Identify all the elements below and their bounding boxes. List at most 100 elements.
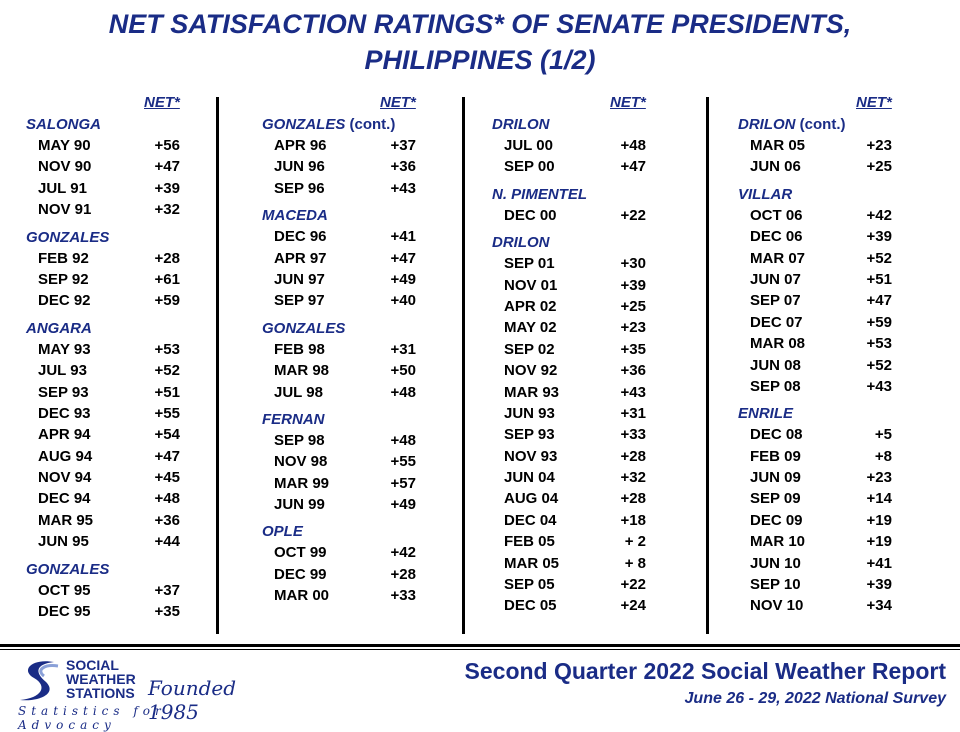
table-row: DEC 94 +48 <box>26 488 226 509</box>
table-row: FEB 05 + 2 <box>492 531 692 552</box>
senate-president-name: VILLAR <box>738 184 938 205</box>
survey-date: SEP 07 <box>750 292 801 310</box>
survey-date: NOV 94 <box>38 469 92 487</box>
net-rating: +25 <box>866 158 892 176</box>
table-column: NET* DRILON JUL 00 +48 SEP 00 +47 N. PIMENTEL D… <box>492 92 692 623</box>
footer-divider-thin <box>0 649 960 650</box>
survey-date: DEC 99 <box>274 565 327 583</box>
net-rating: +36 <box>620 362 646 380</box>
survey-date: NOV 01 <box>504 276 558 294</box>
net-rating: +30 <box>620 255 646 273</box>
net-rating: +59 <box>866 313 892 331</box>
table-row: JUL 93 +52 <box>26 360 226 381</box>
survey-date: NOV 92 <box>504 362 558 380</box>
table-row: FEB 98 +31 <box>262 339 462 360</box>
table-row: MAR 93 +43 <box>492 382 692 403</box>
table-row: MAY 02 +23 <box>492 317 692 338</box>
column-divider <box>462 97 465 634</box>
continued-label: (cont.) <box>795 116 846 133</box>
net-rating: +35 <box>620 340 646 358</box>
table-row: MAY 93 +53 <box>26 339 226 360</box>
table-row: JUN 99 +49 <box>262 494 462 515</box>
senate-president-name: DRILON <box>492 232 692 253</box>
net-rating: +55 <box>154 404 180 422</box>
survey-date: JUL 00 <box>504 137 553 154</box>
survey-date: NOV 91 <box>38 201 92 219</box>
survey-date: MAR 93 <box>504 383 560 401</box>
senate-president-name: ANGARA <box>26 318 226 339</box>
table-row: JUN 10 +41 <box>738 553 938 574</box>
table-column: NET* DRILON (cont.) MAR 05 +23 JUN 06 +25 VILL… <box>738 92 938 623</box>
survey-date: MAR 05 <box>504 554 560 572</box>
table-row: MAY 90 +56 <box>26 135 226 156</box>
survey-date: SEP 01 <box>504 255 555 273</box>
footer-divider <box>0 644 960 647</box>
net-rating: +8 <box>874 447 892 465</box>
table-row: DEC 06 +39 <box>738 226 938 247</box>
table-row: NOV 01 +39 <box>492 275 692 296</box>
logo-word-weather: WEATHER <box>66 671 136 687</box>
net-rating: +28 <box>390 565 416 583</box>
survey-date: JUN 04 <box>504 469 555 487</box>
senate-president-group: FERNAN SEP 98 +48 NOV 98 +55 MAR 99 +57 JUN 99 +… <box>262 409 462 516</box>
table-row: SEP 09 +14 <box>738 488 938 509</box>
net-rating: +53 <box>154 340 180 358</box>
table-row: APR 02 +25 <box>492 296 692 317</box>
survey-date: AUG 04 <box>504 490 559 508</box>
senate-president-group: ENRILE DEC 08 +5 FEB 09 +8 JUN 09 +23 SEP 09 +14… <box>738 403 938 617</box>
net-rating: +47 <box>154 447 180 465</box>
survey-date: SEP 97 <box>274 292 325 310</box>
net-rating: +23 <box>866 137 892 154</box>
page-title: NET SATISFACTION RATINGS* OF SENATE PRES… <box>0 6 960 78</box>
survey-date: FEB 92 <box>38 249 89 267</box>
net-rating: +47 <box>390 249 416 267</box>
senate-president-group: GONZALES OCT 95 +37 DEC 95 +35 <box>26 559 226 623</box>
survey-date: APR 97 <box>274 249 327 267</box>
net-rating: +32 <box>620 469 646 487</box>
table-row: JUL 98 +48 <box>262 382 462 403</box>
survey-date: JUN 06 <box>750 158 801 176</box>
net-rating: +14 <box>866 490 892 508</box>
senate-president-name: GONZALES <box>26 559 226 580</box>
net-rating: +36 <box>390 158 416 176</box>
net-rating: +54 <box>154 426 180 444</box>
table-row: NOV 94 +45 <box>26 467 226 488</box>
senate-president-group: GONZALES (cont.) APR 96 +37 JUN 96 +36 SEP 96… <box>262 114 462 199</box>
table-row: MAR 05 + 8 <box>492 553 692 574</box>
net-rating: +34 <box>866 597 892 615</box>
table-row: DEC 09 +19 <box>738 510 938 531</box>
table-row: MAR 05 +23 <box>738 135 938 156</box>
net-rating: +61 <box>154 270 180 288</box>
net-column-header: NET* <box>144 94 180 111</box>
survey-date: DEC 08 <box>750 426 803 444</box>
table-row: SEP 08 +43 <box>738 376 938 397</box>
net-rating: +52 <box>154 362 180 380</box>
survey-date: APR 94 <box>38 426 91 444</box>
president-name-text: SALONGA <box>26 116 101 133</box>
senate-president-group: DRILON JUL 00 +48 SEP 00 +47 <box>492 114 692 178</box>
table-row: FEB 09 +8 <box>738 446 938 467</box>
table-row: MAR 99 +57 <box>262 473 462 494</box>
net-rating: +48 <box>620 137 646 154</box>
table-row: NOV 98 +55 <box>262 451 462 472</box>
table-row: FEB 92 +28 <box>26 248 226 269</box>
table-row: NOV 10 +34 <box>738 595 938 616</box>
senate-president-name: FERNAN <box>262 409 462 430</box>
survey-date: SEP 09 <box>750 490 801 508</box>
net-rating: +35 <box>154 603 180 621</box>
table-row: DEC 00 +22 <box>492 205 692 226</box>
table-row: NOV 92 +36 <box>492 360 692 381</box>
survey-date: SEP 00 <box>504 158 555 176</box>
column-divider <box>706 97 709 634</box>
survey-date: DEC 94 <box>38 490 91 508</box>
table-row: APR 96 +37 <box>262 135 462 156</box>
net-rating: +23 <box>620 319 646 337</box>
table-row: DEC 93 +55 <box>26 403 226 424</box>
survey-date: DEC 00 <box>504 206 557 224</box>
net-rating: +39 <box>154 179 180 197</box>
survey-date: MAR 99 <box>274 474 330 492</box>
net-rating: +47 <box>154 158 180 176</box>
net-rating: +32 <box>154 201 180 219</box>
net-rating: +50 <box>390 362 416 380</box>
president-name-text: ENRILE <box>738 405 794 423</box>
